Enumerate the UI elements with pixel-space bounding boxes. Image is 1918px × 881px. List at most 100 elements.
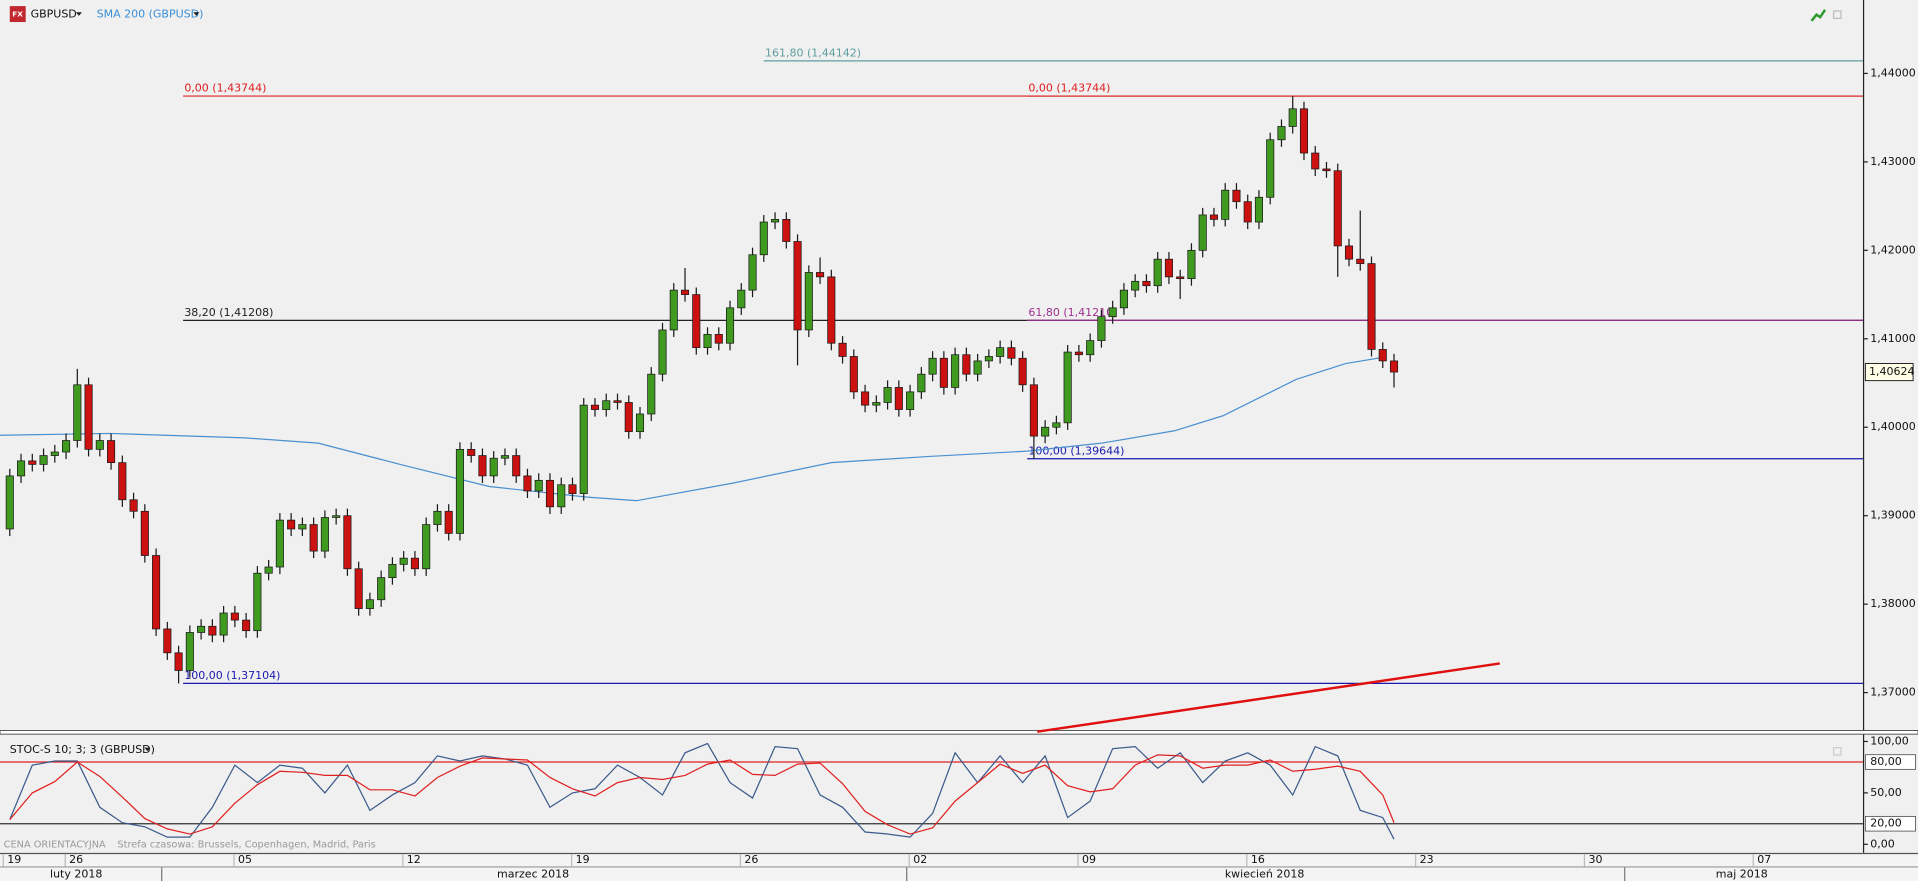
candle-body-down xyxy=(174,652,183,671)
stochastic-line xyxy=(9,742,1395,840)
candle-body-down xyxy=(545,479,555,508)
y-tick-label: 1,43000 xyxy=(1870,155,1915,168)
candle-body-down xyxy=(894,387,903,410)
x-tick-label: 19 xyxy=(7,853,21,866)
candle-body-up xyxy=(185,632,194,671)
last-price-tag xyxy=(1864,362,1914,382)
candle-body-up xyxy=(253,572,262,632)
candle-body-up xyxy=(17,460,26,477)
y-tick-label: 1,40000 xyxy=(1870,420,1915,433)
candle-body-down xyxy=(1367,263,1376,350)
candle-body-down xyxy=(152,555,161,630)
x-tick-label: 26 xyxy=(744,853,758,866)
y-tick-label: 1,42000 xyxy=(1870,243,1915,256)
candle-body-down xyxy=(793,241,802,331)
candle-body-up xyxy=(703,334,712,349)
candle-body-up xyxy=(455,448,464,534)
candle-body-up xyxy=(219,612,228,636)
level-tag-label: 80,00 xyxy=(1870,755,1901,768)
candle-body-up xyxy=(984,356,993,362)
fibonacci-label: 61,80 (1,41210) xyxy=(1028,306,1117,319)
symbol[interactable]: GBPUSD xyxy=(31,8,77,21)
price-note: CENA ORIENTACYJNA xyxy=(4,839,106,850)
candle-body-down xyxy=(1209,214,1218,220)
candle-body-down xyxy=(1142,280,1151,287)
indicator-name[interactable]: SMA 200 (GBPUSD) xyxy=(97,8,204,21)
stochastic-line xyxy=(9,754,1395,835)
x-tick-label: 30 xyxy=(1588,853,1602,866)
x-tick-label: 02 xyxy=(913,853,927,866)
dropdown-arrow[interactable] xyxy=(193,12,200,16)
candle-body-down xyxy=(467,448,476,456)
y-tick-label: 1,41000 xyxy=(1870,332,1915,345)
candle-body-down xyxy=(343,515,352,570)
month-label: kwiecień 2018 xyxy=(1225,867,1305,880)
candle-body-up xyxy=(320,517,329,552)
candle-body-down xyxy=(1007,347,1016,359)
dropdown-arrow[interactable] xyxy=(75,12,82,16)
candle-body-up xyxy=(1277,126,1286,141)
fx-icon-text: FX xyxy=(12,10,23,19)
window-button[interactable] xyxy=(1832,10,1842,19)
candle-body-up xyxy=(1041,426,1050,437)
candle-body-up xyxy=(39,455,48,465)
window-button[interactable] xyxy=(1832,747,1842,756)
y-tick-label: 100,00 xyxy=(1870,734,1908,747)
candle-body-down xyxy=(1322,168,1331,172)
fibonacci-label: 161,80 (1,44142) xyxy=(765,47,861,60)
candle-body-down xyxy=(230,612,239,621)
candle-body-up xyxy=(973,360,982,375)
candle-body-down xyxy=(816,272,825,278)
candle-body-up xyxy=(62,440,71,453)
candle-body-up xyxy=(1221,189,1230,220)
x-tick-label: 12 xyxy=(407,853,421,866)
candle-body-up xyxy=(737,289,746,309)
x-tick-label: 16 xyxy=(1251,853,1265,866)
candle-body-up xyxy=(771,219,780,223)
x-tick-label: 05 xyxy=(238,853,252,866)
candle-body-up xyxy=(73,384,82,441)
candle-body-down xyxy=(118,462,127,501)
candle-body-down xyxy=(129,499,138,512)
x-tick-label: 07 xyxy=(1757,853,1771,866)
candle-body-up xyxy=(1198,214,1207,251)
candle-body-up xyxy=(635,413,645,433)
candle-body-up xyxy=(399,557,408,565)
candle-body-down xyxy=(1074,351,1083,356)
level-tag-label: 20,00 xyxy=(1870,817,1901,830)
candle-body-up xyxy=(332,515,341,518)
fibonacci-label: 38,20 (1,41208) xyxy=(184,306,273,319)
y-tick-label: 1,39000 xyxy=(1870,509,1915,522)
candle-body-down xyxy=(28,460,37,465)
fx-icon[interactable] xyxy=(9,6,26,23)
candle-body-down xyxy=(1176,276,1185,280)
chart-type-icon[interactable] xyxy=(1810,9,1827,22)
month-label: maj 2018 xyxy=(1716,867,1768,880)
candle-body-up xyxy=(422,524,431,570)
candle-body-up xyxy=(872,402,881,406)
candle-body-up xyxy=(433,510,442,525)
candle-body-down xyxy=(1333,170,1342,247)
candle-body-up xyxy=(1187,249,1196,280)
candle-body-up xyxy=(748,254,757,291)
fibonacci-label: 0,00 (1,43744) xyxy=(184,82,266,95)
candle-body-up xyxy=(534,479,543,492)
candle-body-up xyxy=(275,519,284,568)
dropdown-arrow[interactable] xyxy=(144,747,151,752)
y-tick-label: 1,37000 xyxy=(1870,686,1915,699)
candle-body-up xyxy=(5,475,14,530)
candle-body-down xyxy=(590,404,600,410)
candle-body-down xyxy=(1243,201,1252,223)
month-label: luty 2018 xyxy=(50,867,102,880)
candle-body-down xyxy=(838,342,847,357)
candle-body-up xyxy=(500,455,509,459)
candle-body-down xyxy=(1164,258,1173,278)
candle-body-down xyxy=(354,568,363,609)
candle-body-up xyxy=(1052,422,1061,428)
candle-body-up xyxy=(1119,289,1128,309)
indicator-title[interactable]: STOC-S 10; 3; 3 (GBPUSD) xyxy=(10,743,155,756)
timezone-note: Strefa czasowa: Brussels, Copenhagen, Ma… xyxy=(117,839,375,850)
candle-body-up xyxy=(647,373,656,415)
candle-body-up xyxy=(298,524,307,530)
